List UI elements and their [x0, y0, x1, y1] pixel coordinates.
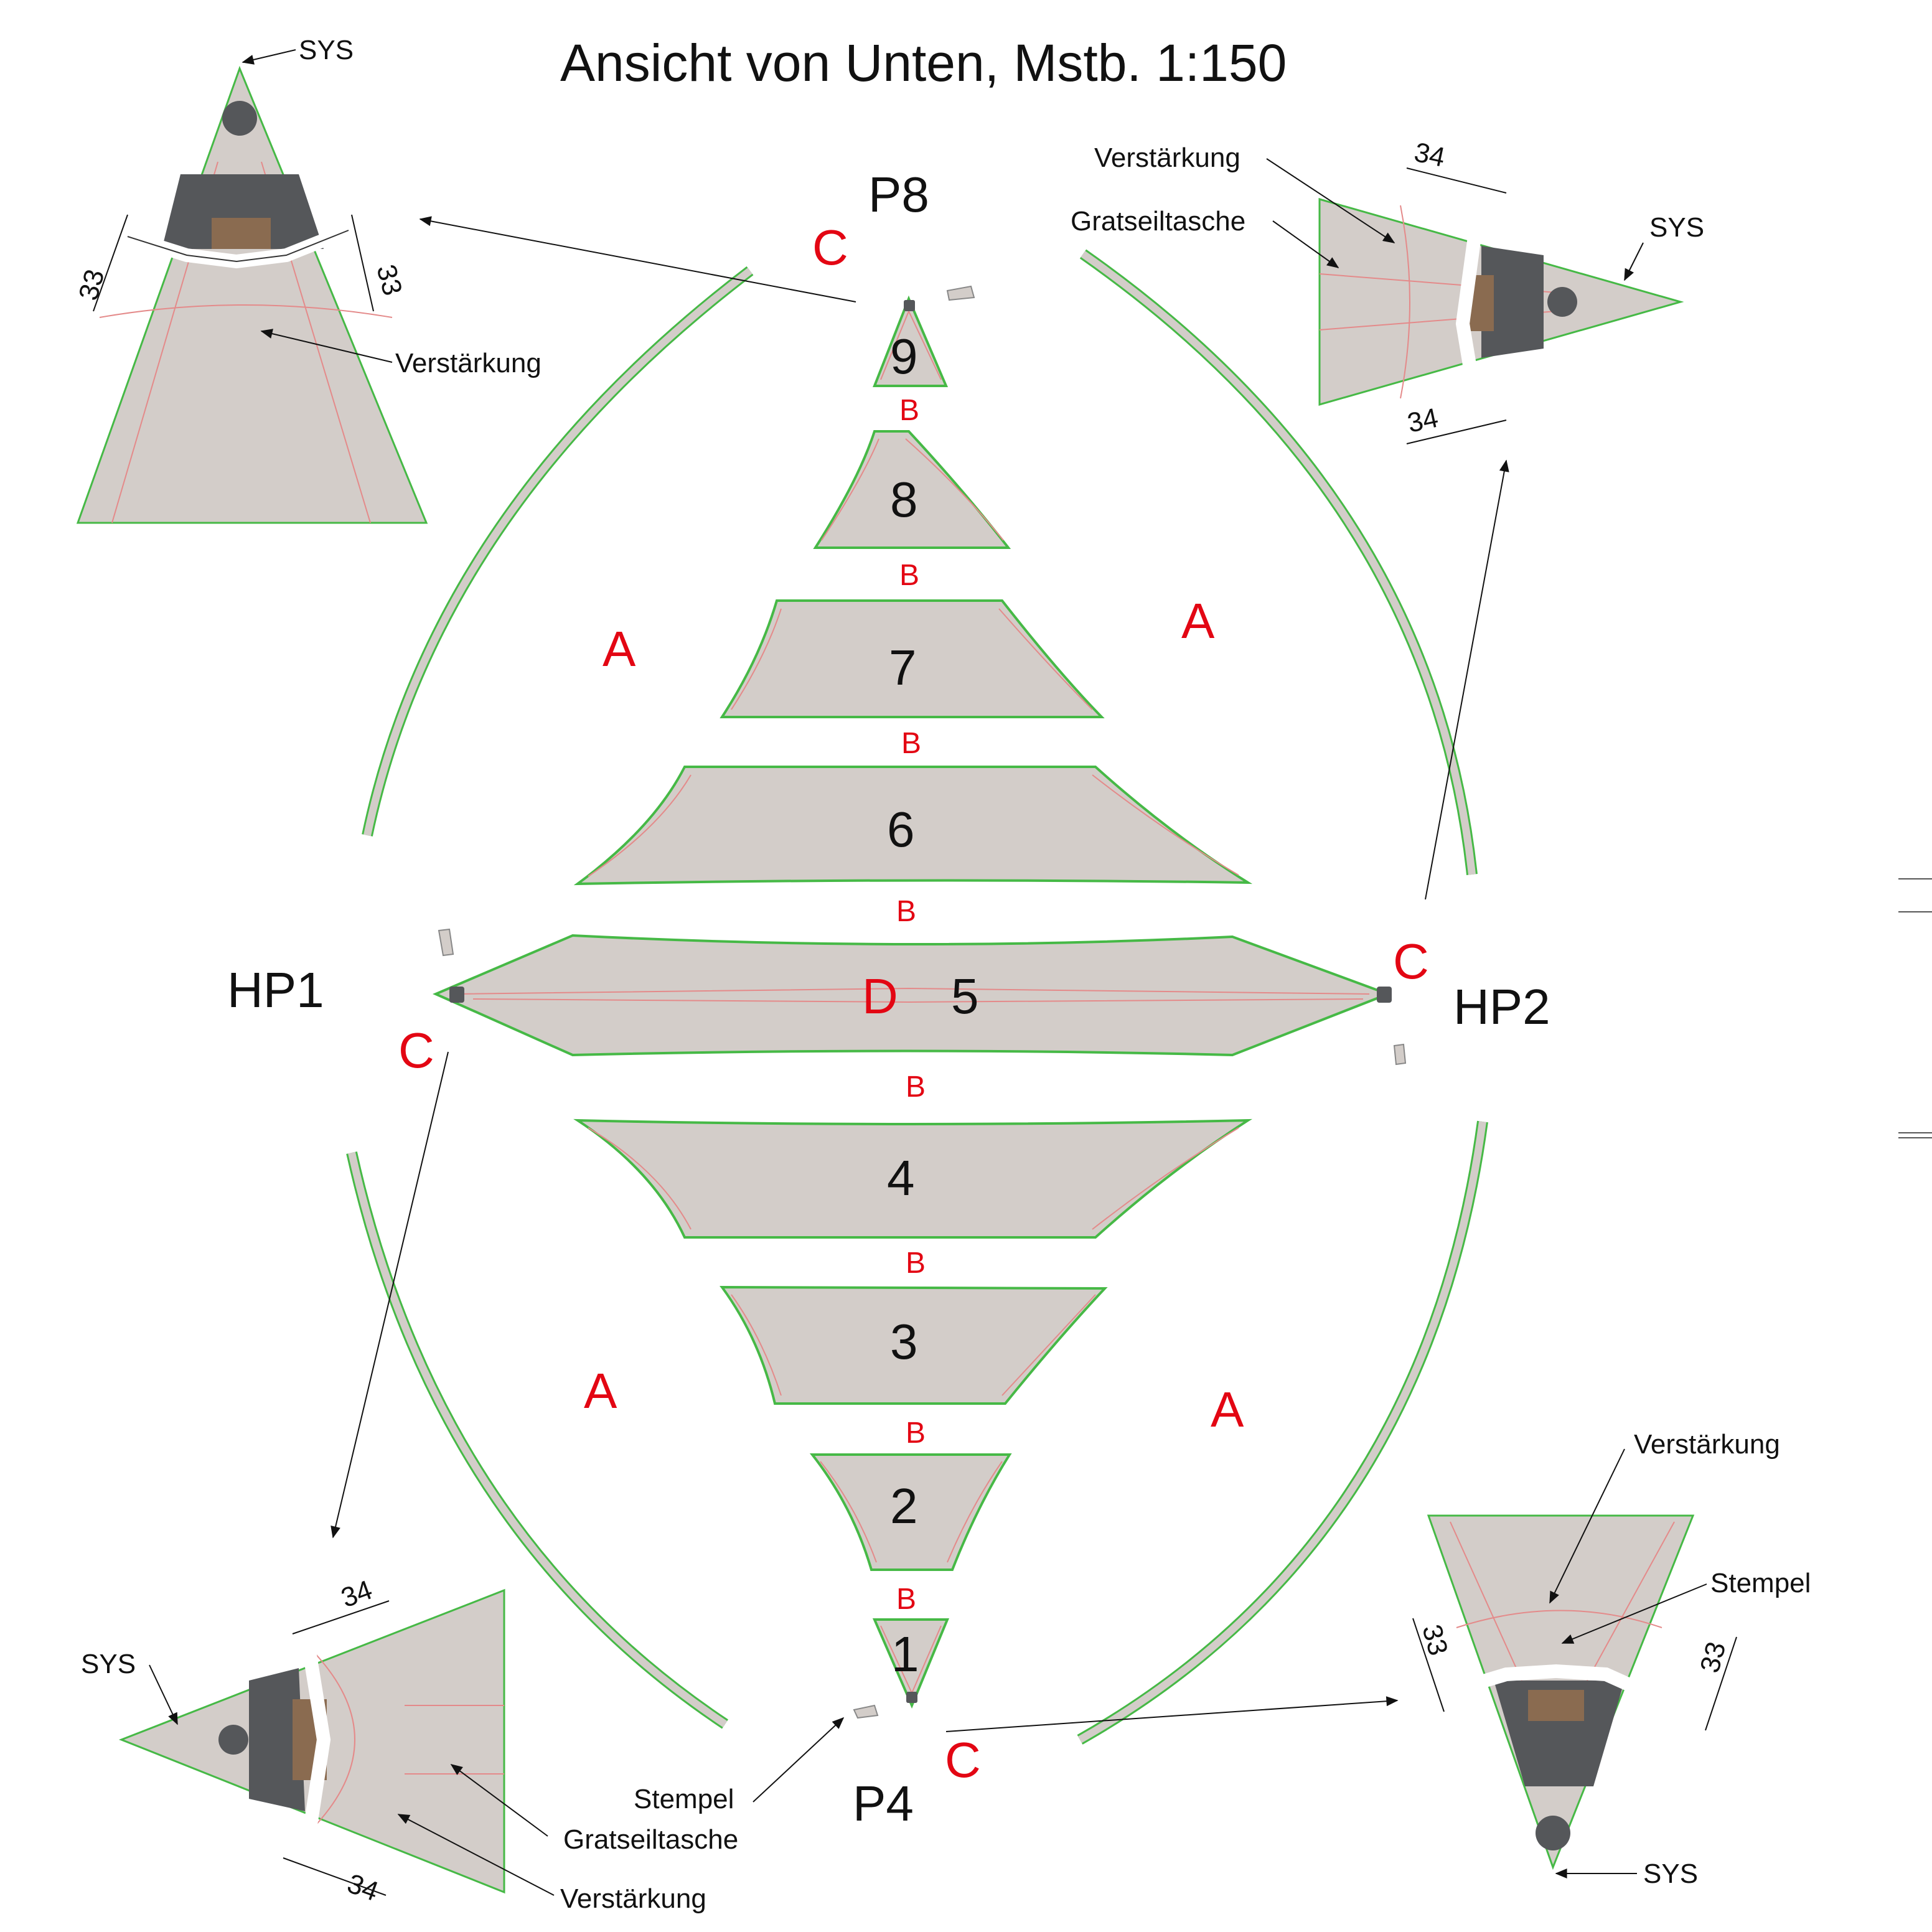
- gratseiltasche-label-bottom-left: Gratseiltasche: [563, 1824, 738, 1855]
- verstaerkung-arrow-top-right: [1266, 158, 1395, 243]
- seam-b-3-2: B: [906, 1417, 926, 1450]
- dim-line-33-right: [351, 214, 374, 312]
- sys-label-top-left: SYS: [299, 35, 354, 65]
- detail-bottom-right: [1427, 1514, 1699, 1870]
- panel-9: [873, 295, 949, 387]
- stempel-arrow-bottom-left: [753, 1717, 845, 1803]
- seam-c-left: C: [398, 1023, 434, 1078]
- seam-a-bottom-left: A: [584, 1363, 617, 1419]
- small-fragments: [438, 285, 1407, 1719]
- leader-p4-to-detail: [945, 1696, 1399, 1732]
- panel-strip: [432, 295, 1392, 1709]
- seam-a-top-left: A: [603, 621, 636, 677]
- seam-d: D: [862, 968, 898, 1024]
- sys-arrow-top-right: [1624, 242, 1644, 281]
- corner-hardware-center: [449, 300, 1392, 1703]
- gratseiltasche-arrow-bottom-left: [450, 1764, 548, 1837]
- sys-label-bottom-right: SYS: [1643, 1859, 1698, 1889]
- point-hp1: HP1: [227, 962, 324, 1018]
- seam-labels: C C C C A A A A D B B B B B B B B: [398, 220, 1429, 1788]
- panel-7: [720, 599, 1105, 718]
- detail-top-right: [1318, 185, 1684, 437]
- seam-b-2-1: B: [896, 1583, 916, 1616]
- leader-hp2-to-detail: [1425, 459, 1509, 900]
- dim-line-34-bottom: [1406, 420, 1507, 444]
- panel-number-1: 1: [891, 1626, 919, 1682]
- seam-c-bottom: C: [945, 1732, 981, 1788]
- panel-number-8: 8: [890, 472, 918, 527]
- dim-33-left: 33: [73, 266, 110, 304]
- dim-33-bottom-left: 33: [1416, 1621, 1453, 1659]
- dim-line-34-left-top: [292, 1600, 390, 1634]
- detail-top-left: [76, 65, 428, 524]
- sys-arrow-bottom-left: [149, 1664, 178, 1725]
- panel-number-5: 5: [951, 968, 979, 1024]
- detail-bottom-left: [118, 1588, 505, 1894]
- seam-b-6-5: B: [896, 895, 916, 928]
- dim-34-top: 34: [1412, 137, 1448, 173]
- panel-2: [809, 1453, 1012, 1571]
- dim-33-bottom-right: 33: [1694, 1639, 1732, 1676]
- seam-b-8-7: B: [899, 559, 919, 592]
- seam-b-7-6: B: [901, 727, 921, 760]
- dim-line-33-bottom-right: [1705, 1636, 1737, 1731]
- dim-line-34-top: [1406, 167, 1507, 194]
- dim-34-bottom: 34: [1405, 403, 1441, 439]
- seam-b-5-4: B: [906, 1071, 926, 1104]
- verstaerkung-arrow-top-left: [260, 329, 393, 363]
- stempel-arrow-bottom-right: [1561, 1583, 1707, 1644]
- sys-label-top-right: SYS: [1649, 212, 1704, 243]
- verstaerkung-arrow-bottom-left: [397, 1814, 555, 1896]
- verstaerkung-arrow-bottom-right: [1549, 1448, 1625, 1604]
- seam-c-top: C: [812, 220, 848, 275]
- dim-33-right: 33: [370, 261, 408, 299]
- gratseiltasche-arrow-top-right: [1272, 220, 1339, 268]
- sys-label-bottom-left: SYS: [81, 1649, 136, 1679]
- panel-6: [573, 766, 1253, 886]
- seam-a-top-right: A: [1181, 593, 1215, 649]
- seam-b-4-3: B: [906, 1247, 926, 1280]
- panel-4: [573, 1118, 1253, 1239]
- dim-line-33-left: [93, 214, 128, 312]
- dim-34-left-bottom: 34: [344, 1868, 383, 1907]
- point-p8: P8: [868, 167, 929, 222]
- edge-marks: [1898, 878, 1932, 1138]
- verstaerkung-label-bottom-left: Verstärkung: [560, 1883, 706, 1914]
- verstaerkung-label-bottom-right: Verstärkung: [1634, 1429, 1780, 1460]
- drawing-title: Ansicht von Unten, Mstb. 1:150: [560, 34, 1287, 92]
- seam-b-9-8: B: [899, 394, 919, 427]
- leader-p8-to-detail: [419, 216, 856, 302]
- dim-line-33-bottom-left: [1412, 1618, 1445, 1712]
- panel-3: [720, 1285, 1108, 1405]
- verstaerkung-label-top-left: Verstärkung: [395, 348, 542, 378]
- verstaerkung-label-top-right: Verstärkung: [1094, 143, 1240, 173]
- panel-number-4: 4: [887, 1150, 915, 1206]
- point-p4: P4: [853, 1776, 914, 1831]
- seam-a-bottom-right: A: [1211, 1382, 1244, 1437]
- panel-number-3: 3: [890, 1314, 918, 1369]
- panel-8: [813, 430, 1011, 549]
- stempel-label-bottom-right: Stempel: [1710, 1568, 1811, 1598]
- panel-number-6: 6: [887, 802, 915, 857]
- point-hp2: HP2: [1453, 979, 1550, 1034]
- panel-number-7: 7: [889, 640, 917, 695]
- panel-1: [872, 1618, 949, 1709]
- seam-c-right: C: [1393, 934, 1429, 989]
- stempel-label-bottom-left: Stempel: [634, 1784, 734, 1814]
- panel-number-2: 2: [890, 1478, 918, 1534]
- sys-arrow-top-left: [242, 49, 296, 65]
- edge-arcs: [346, 249, 1488, 1745]
- dim-line-34-left-bottom: [283, 1857, 387, 1896]
- panel-5: [432, 934, 1392, 1057]
- gratseiltasche-label-top-right: Gratseiltasche: [1071, 206, 1245, 237]
- leader-hp1-to-detail: [331, 1051, 449, 1539]
- panel-number-9: 9: [890, 329, 918, 384]
